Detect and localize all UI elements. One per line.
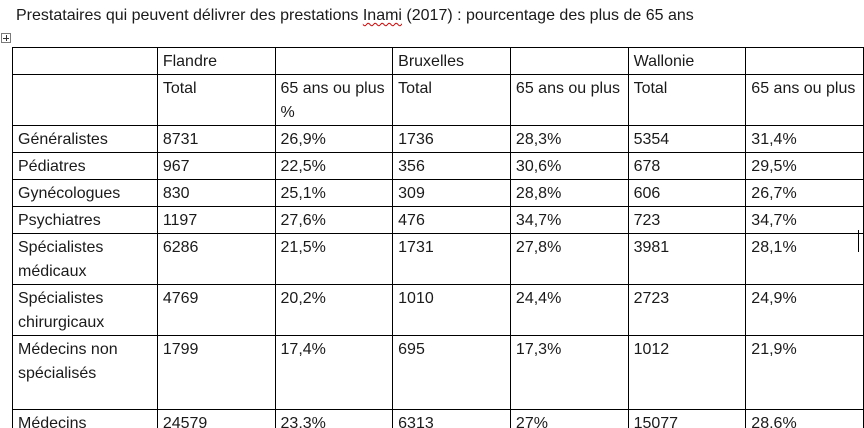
table-cell: 17,4%: [274, 335, 394, 410]
data-table: Flandre Bruxelles Wallonie Total 65 ans …: [12, 47, 864, 428]
title-text-end: (2017) : pourcentage des plus de 65 ans: [401, 7, 694, 24]
table-cell: 24,9%: [745, 284, 864, 336]
table-cell: 27%: [509, 409, 629, 428]
subheader-cell: Total: [156, 74, 276, 126]
table-cell: 26,9%: [274, 125, 394, 153]
table-cell: 1799: [156, 335, 276, 410]
table-cell: 34,7%: [509, 206, 629, 234]
header-cell-corner: [12, 47, 158, 75]
table-row: Spécialistes chirurgicaux 4769 20,2% 1010 24…: [12, 284, 864, 336]
table-cell: 967: [156, 152, 276, 180]
row-label-cell: Pédiatres: [12, 152, 158, 180]
document-title: Prestataires qui peuvent délivrer des pr…: [16, 6, 694, 26]
table-cell: 606: [627, 179, 747, 207]
row-label-cell: Spécialistes chirurgicaux: [12, 284, 158, 336]
table-cell: 2723: [627, 284, 747, 336]
subheader-cell: 65 ans ou plus %: [274, 74, 394, 126]
table-cell: 28,1%: [745, 233, 864, 285]
subheader-cell: [12, 74, 158, 126]
table-cell: 6286: [156, 233, 276, 285]
table-row: Spécialistes médicaux 6286 21,5% 1731 27,8% 3…: [12, 233, 864, 285]
table-cell: 21,9%: [745, 335, 864, 410]
table-cell: 476: [392, 206, 511, 234]
table-cell: 1010: [392, 284, 511, 336]
column-resize-marker[interactable]: [858, 230, 859, 252]
subheader-cell: 65 ans ou plus: [509, 74, 629, 126]
table-row: Médecins non spécialisés 1799 17,4% 695 17,3…: [12, 335, 864, 410]
table-cell: 1012: [627, 335, 747, 410]
subheader-cell: 65 ans ou plus: [745, 74, 864, 126]
header-cell-empty: [274, 47, 394, 75]
table-row: Psychiatres 1197 27,6% 476 34,7% 723 34,7%: [12, 206, 864, 234]
table-cell: 723: [627, 206, 747, 234]
table-cell: 34,7%: [745, 206, 864, 234]
table-cell: 29,5%: [745, 152, 864, 180]
table-cell: 24,4%: [509, 284, 629, 336]
table-cell: 28,8%: [509, 179, 629, 207]
table-cell: 31,4%: [745, 125, 864, 153]
header-cell-bruxelles: Bruxelles: [392, 47, 511, 75]
table-row: Généralistes 8731 26,9% 1736 28,3% 5354 31,4%: [12, 125, 864, 153]
header-cell-empty: [745, 47, 864, 75]
table-row: Médecins 24579 23,3% 6313 27% 15077 28,6%: [12, 409, 864, 428]
table-cell: 1197: [156, 206, 276, 234]
row-label-cell: Médecins: [12, 409, 158, 428]
table-cell: 25,1%: [274, 179, 394, 207]
table-cell: 8731: [156, 125, 276, 153]
region-header-row: Flandre Bruxelles Wallonie: [12, 47, 864, 75]
table-cell: 3981: [627, 233, 747, 285]
title-text-start: Prestataires qui peuvent délivrer des pr…: [16, 7, 363, 24]
subheader-cell: Total: [627, 74, 747, 126]
table-cell: 6313: [392, 409, 511, 428]
table-cell: 15077: [627, 409, 747, 428]
table-cell: 24579: [156, 409, 276, 428]
header-cell-wallonie: Wallonie: [627, 47, 747, 75]
table-cell: 27,6%: [274, 206, 394, 234]
table-cell: 17,3%: [509, 335, 629, 410]
table-cell: 28,3%: [509, 125, 629, 153]
row-label-cell: Généralistes: [12, 125, 158, 153]
table-cell: 27,8%: [509, 233, 629, 285]
header-cell-empty: [509, 47, 629, 75]
header-cell-flandre: Flandre: [156, 47, 276, 75]
subheader-cell: Total: [392, 74, 511, 126]
table-cell: 30,6%: [509, 152, 629, 180]
table-cell: 1736: [392, 125, 511, 153]
row-label-cell: Psychiatres: [12, 206, 158, 234]
table-cell: 678: [627, 152, 747, 180]
subheader-row: Total 65 ans ou plus % Total 65 ans ou p…: [12, 74, 864, 126]
table-cell: 21,5%: [274, 233, 394, 285]
table-cell: 4769: [156, 284, 276, 336]
table-cell: 28,6%: [745, 409, 864, 428]
row-label-cell: Médecins non spécialisés: [12, 335, 158, 410]
table-cell: 23,3%: [274, 409, 394, 428]
table-cell: 5354: [627, 125, 747, 153]
table-cell: 356: [392, 152, 511, 180]
table-cell: 20,2%: [274, 284, 394, 336]
table-cell: 695: [392, 335, 511, 410]
row-label-cell: Gynécologues: [12, 179, 158, 207]
table-move-handle-icon[interactable]: [1, 33, 11, 43]
table-cell: 1731: [392, 233, 511, 285]
table-row: Gynécologues 830 25,1% 309 28,8% 606 26,7%: [12, 179, 864, 207]
table-cell: 22,5%: [274, 152, 394, 180]
row-label-cell: Spécialistes médicaux: [12, 233, 158, 285]
spellcheck-flagged-word[interactable]: Inami: [362, 7, 402, 24]
table-cell: 830: [156, 179, 276, 207]
table-row: Pédiatres 967 22,5% 356 30,6% 678 29,5%: [12, 152, 864, 180]
table-cell: 26,7%: [745, 179, 864, 207]
table-cell: 309: [392, 179, 511, 207]
